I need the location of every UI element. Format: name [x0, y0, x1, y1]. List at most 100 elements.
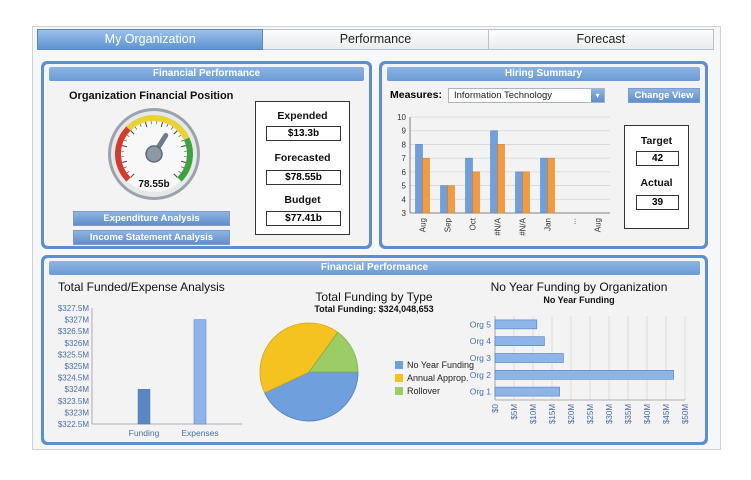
financial-performance-bottom-panel: Financial Performance Total Funded/Expen… [41, 255, 708, 445]
funding-type-pie-chart [259, 322, 359, 422]
no-year-funding-title: No Year Funding by Organization [490, 280, 668, 294]
gauge-tick [173, 130, 178, 135]
y-tick-label: $323M [65, 408, 90, 417]
hiring-bar [497, 144, 505, 214]
gauge-tick [121, 144, 128, 148]
change-view-button[interactable]: Change View [628, 88, 700, 103]
org-bar [494, 336, 545, 347]
y-tick-label: 8 [402, 140, 407, 149]
no-year-funding-bar-chart: $0 $5M $10M $15M $20M $25M $30M $35M $40M $45M $50… [470, 316, 690, 424]
panel-header: Financial Performance [49, 261, 700, 275]
gauge-red-zone [115, 126, 131, 182]
x-tick-label: $15M [548, 404, 557, 424]
hiring-bar [472, 171, 480, 214]
forecasted-label: Forecasted [274, 152, 331, 164]
gauge-tick [134, 126, 138, 130]
target-label: Target [640, 135, 673, 147]
legend-label: Annual Approp. [407, 373, 469, 383]
x-tick-label: #N/A [494, 217, 503, 235]
x-tick-label: #N/A [519, 217, 528, 235]
y-tick-label: $324M [65, 385, 90, 394]
gauge-tick [144, 121, 148, 128]
y-tick-label: 9 [402, 127, 407, 136]
tab-bar: My Organization Performance Forecast [37, 29, 714, 50]
gauge-value-label: 78.55b [138, 179, 169, 190]
x-tick-label: $50M [681, 404, 690, 424]
y-tick-label: Org 4 [470, 336, 492, 346]
y-tick-label: $327.5M [58, 304, 89, 313]
legend-item: No Year Funding [395, 360, 474, 370]
gauge-tick [170, 126, 174, 130]
legend-swatch [395, 387, 403, 395]
hiring-bar [415, 144, 423, 214]
actual-value: 39 [636, 195, 679, 210]
budget-label: Budget [284, 194, 321, 206]
y-tick-label: Org 3 [470, 353, 492, 363]
gauge-tick [173, 173, 178, 178]
gauge-tick [166, 123, 169, 127]
funded-bar [137, 388, 151, 425]
y-tick-label: 4 [402, 195, 407, 204]
expended-value: $13.3b [266, 126, 341, 141]
y-tick-label: 10 [397, 113, 406, 122]
pie-slice [259, 322, 339, 394]
tab-forecast[interactable]: Forecast [488, 29, 714, 50]
gauge-tick [121, 160, 128, 164]
y-tick-label: $326.5M [58, 327, 89, 336]
hiring-summary-panel: Hiring Summary Measures: Information Tec… [379, 61, 708, 249]
hiring-bar [540, 157, 548, 214]
y-tick-label: 6 [402, 168, 407, 177]
gauge-tick [123, 166, 127, 169]
y-tick-label: 5 [402, 182, 407, 191]
y-tick-label: Org 5 [470, 319, 492, 329]
legend-swatch [395, 361, 403, 369]
x-tick-label: Jan [544, 218, 553, 231]
x-tick-label: Aug [594, 218, 603, 232]
hiring-bar [522, 171, 530, 214]
x-tick-label: Expenses [181, 428, 218, 438]
y-tick-label: Org 2 [470, 370, 492, 380]
funded-expense-chart: $322.5M $323M $323.5M $324M $324.5M $325M $325… [58, 304, 242, 438]
hiring-bar [440, 185, 448, 214]
hiring-bar [547, 157, 555, 214]
budget-value: $77.41b [266, 211, 341, 226]
measures-select[interactable]: Information Technology ▾ [448, 88, 605, 103]
y-tick-label: Org 1 [470, 387, 492, 397]
actual-label: Actual [640, 177, 673, 189]
hiring-bar [465, 157, 473, 214]
tab-performance[interactable]: Performance [263, 29, 489, 50]
legend-item: Rollover [395, 386, 440, 396]
x-tick-label: ... [569, 218, 578, 225]
financial-performance-panel: Financial Performance Organization Finan… [41, 61, 372, 249]
tab-my-organization[interactable]: My Organization [37, 29, 264, 50]
target-actual-box [624, 125, 689, 229]
hiring-bar [490, 130, 498, 214]
expenditure-analysis-button[interactable]: Expenditure Analysis [73, 211, 230, 226]
legend-label: Rollover [407, 386, 441, 396]
gauge-tick [181, 166, 185, 169]
total-funding-subtitle: Total Funding: $324,048,653 [314, 304, 434, 314]
y-tick-label: $326M [65, 339, 90, 348]
y-tick-label: $323.5M [58, 397, 89, 406]
total-funding-title: Total Funding by Type [315, 290, 433, 304]
gauge-tick [126, 170, 130, 174]
income-statement-analysis-button[interactable]: Income Statement Analysis [73, 230, 230, 245]
x-tick-label: $5M [510, 404, 519, 420]
panel-header: Hiring Summary [387, 67, 700, 81]
gauge-tick [126, 134, 130, 138]
chevron-down-icon[interactable]: ▾ [591, 89, 604, 102]
legend-item: Annual Approp. [395, 373, 469, 383]
pie-slice [308, 331, 359, 373]
measures-select-value: Information Technology [454, 90, 553, 101]
gauge-ticks [121, 121, 187, 178]
gauge-tick [123, 139, 127, 142]
x-tick-label: Aug [419, 218, 428, 232]
x-tick-label: $45M [662, 404, 671, 424]
x-tick-label: $30M [605, 404, 614, 424]
panel-header: Financial Performance [49, 67, 364, 81]
hiring-bar [422, 157, 430, 214]
y-tick-label: 3 [402, 209, 407, 218]
funded-bar [193, 319, 207, 425]
org-bar [494, 319, 538, 330]
gauge-tick [160, 121, 164, 128]
